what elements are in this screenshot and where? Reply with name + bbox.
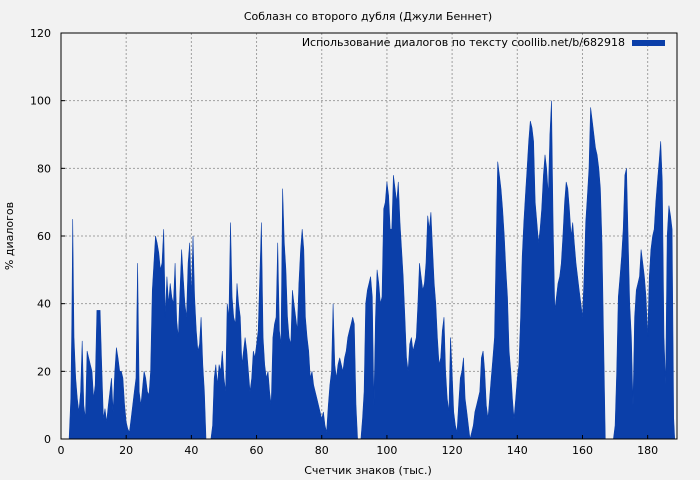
x-axis-ticks: 0 20 40 60 80 100 120 140 160 180 bbox=[58, 435, 658, 457]
x-tick-label: 120 bbox=[442, 444, 463, 457]
y-tick-label: 20 bbox=[37, 365, 51, 378]
y-tick-label: 0 bbox=[44, 433, 51, 446]
y-axis-ticks: 0 20 40 60 80 100 120 bbox=[30, 27, 65, 446]
y-axis-label: % диалогов bbox=[3, 202, 16, 270]
x-tick-label: 180 bbox=[637, 444, 658, 457]
y-tick-label: 120 bbox=[30, 27, 51, 40]
y-tick-label: 100 bbox=[30, 95, 51, 108]
legend-swatch bbox=[632, 40, 665, 46]
chart-title: Соблазн со второго дубля (Джули Беннет) bbox=[244, 10, 492, 23]
y-tick-label: 60 bbox=[37, 230, 51, 243]
x-tick-label: 80 bbox=[315, 444, 329, 457]
x-axis-label: Счетчик знаков (тыс.) bbox=[304, 464, 432, 477]
legend: Использование диалогов по тексту coollib… bbox=[302, 36, 665, 49]
legend-entry-label: Использование диалогов по тексту coollib… bbox=[302, 36, 625, 49]
x-tick-label: 140 bbox=[507, 444, 528, 457]
y-tick-label: 40 bbox=[37, 298, 51, 311]
dialogue-usage-series-area bbox=[68, 100, 676, 440]
y-tick-label: 80 bbox=[37, 162, 51, 175]
x-tick-label: 100 bbox=[376, 444, 397, 457]
x-tick-label: 40 bbox=[184, 444, 198, 457]
x-tick-label: 20 bbox=[119, 444, 133, 457]
x-tick-label: 60 bbox=[250, 444, 264, 457]
x-tick-label: 0 bbox=[58, 444, 65, 457]
x-tick-label: 160 bbox=[572, 444, 593, 457]
plot-area bbox=[68, 100, 676, 440]
